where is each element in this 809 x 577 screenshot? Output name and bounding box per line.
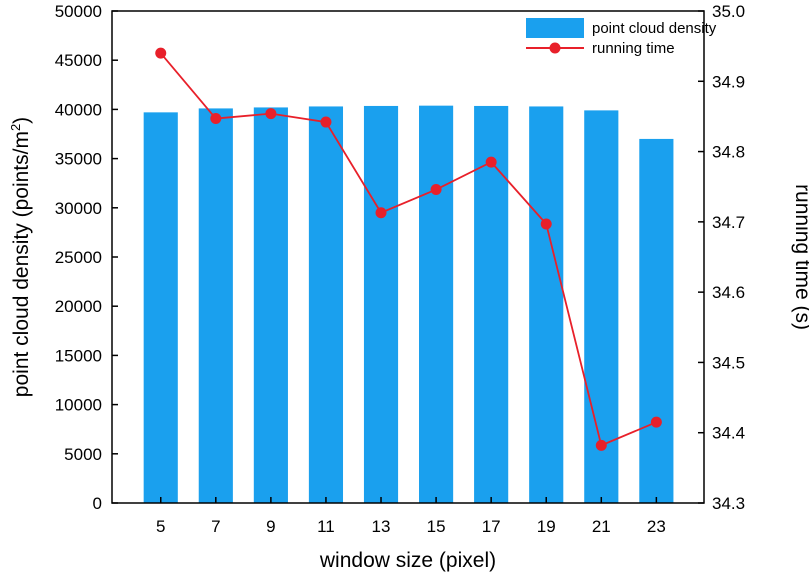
y-right-tick-label: 34.3 xyxy=(712,494,745,513)
bar xyxy=(253,107,288,503)
legend-label-density: point cloud density xyxy=(592,20,717,37)
y-right-tick-label: 34.6 xyxy=(712,283,745,302)
y-left-tick-label: 25000 xyxy=(55,248,102,267)
y-left-tick-label: 20000 xyxy=(55,297,102,316)
x-tick-label: 13 xyxy=(372,517,391,536)
x-tick-label: 11 xyxy=(317,517,335,536)
y-left-tick-label: 0 xyxy=(93,494,102,513)
y-right-tick-label: 34.8 xyxy=(712,143,745,162)
line-point xyxy=(430,184,442,196)
line-point xyxy=(210,113,222,125)
bar xyxy=(639,138,674,504)
bar xyxy=(584,110,619,503)
y-left-tick-label: 10000 xyxy=(55,396,102,415)
line-point xyxy=(265,108,277,120)
y-left-tick-label: 50000 xyxy=(55,2,102,21)
y-axis-left: 0 5000 10000 15000 20000 25000 30000 35000 40000… xyxy=(55,2,118,513)
y-left-tick-label: 30000 xyxy=(55,199,102,218)
line-series xyxy=(155,47,662,451)
x-axis: 5 7 9 11 13 15 17 19 21 23 xyxy=(156,497,666,536)
y-axis-right-label: running time (s) xyxy=(791,184,809,330)
y-left-tick-label: 5000 xyxy=(64,445,102,464)
x-tick-label: 23 xyxy=(647,517,666,536)
x-tick-label: 15 xyxy=(427,517,446,536)
legend-swatch-density xyxy=(526,18,584,38)
bar xyxy=(474,105,509,504)
line-point xyxy=(320,116,332,128)
y-left-tick-label: 40000 xyxy=(55,100,102,119)
y-right-tick-label: 34.7 xyxy=(712,213,745,232)
legend-marker-runtime xyxy=(549,42,561,54)
legend-label-runtime: running time xyxy=(592,40,675,57)
bar xyxy=(198,108,233,503)
line-point xyxy=(375,207,387,219)
x-tick-label: 7 xyxy=(211,517,220,536)
x-axis-label: window size (pixel) xyxy=(319,549,496,572)
x-tick-label: 17 xyxy=(482,517,501,536)
y-left-tick-label: 35000 xyxy=(55,150,102,169)
x-tick-label: 19 xyxy=(537,517,556,536)
y-right-tick-label: 35.0 xyxy=(712,2,745,21)
bar xyxy=(143,112,178,504)
line-point xyxy=(155,47,167,59)
bar xyxy=(419,105,454,503)
line-point xyxy=(650,416,662,428)
bar xyxy=(363,105,399,504)
y-axis-right: 34.3 34.4 34.5 34.6 34.7 34.8 34.9 35.0 xyxy=(698,2,745,513)
x-tick-label: 5 xyxy=(156,517,165,536)
y-axis-left-label: point cloud density (points/m2) xyxy=(8,117,33,397)
x-tick-label: 21 xyxy=(592,517,611,536)
y-right-tick-label: 34.9 xyxy=(712,72,745,91)
line-point xyxy=(595,439,607,451)
y-right-tick-label: 34.4 xyxy=(712,424,745,443)
y-right-tick-label: 34.5 xyxy=(712,353,745,372)
bar-series xyxy=(143,105,674,504)
legend: point cloud density running time xyxy=(526,18,717,57)
line-point xyxy=(540,218,552,230)
y-left-tick-label: 45000 xyxy=(55,51,102,70)
bar xyxy=(529,106,564,503)
y-left-tick-label: 15000 xyxy=(55,346,102,365)
bar xyxy=(308,106,344,503)
x-tick-label: 9 xyxy=(266,517,275,536)
line-path xyxy=(160,52,657,447)
line-point xyxy=(485,156,497,168)
